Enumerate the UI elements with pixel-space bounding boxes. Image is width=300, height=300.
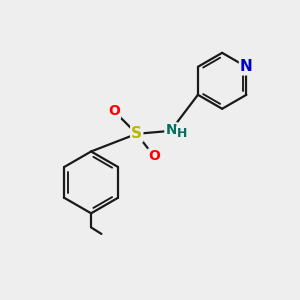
Text: N: N xyxy=(165,123,177,137)
Text: S: S xyxy=(131,126,142,141)
Text: H: H xyxy=(177,127,187,140)
Text: N: N xyxy=(240,59,253,74)
Text: O: O xyxy=(148,149,160,164)
Text: O: O xyxy=(108,104,120,118)
